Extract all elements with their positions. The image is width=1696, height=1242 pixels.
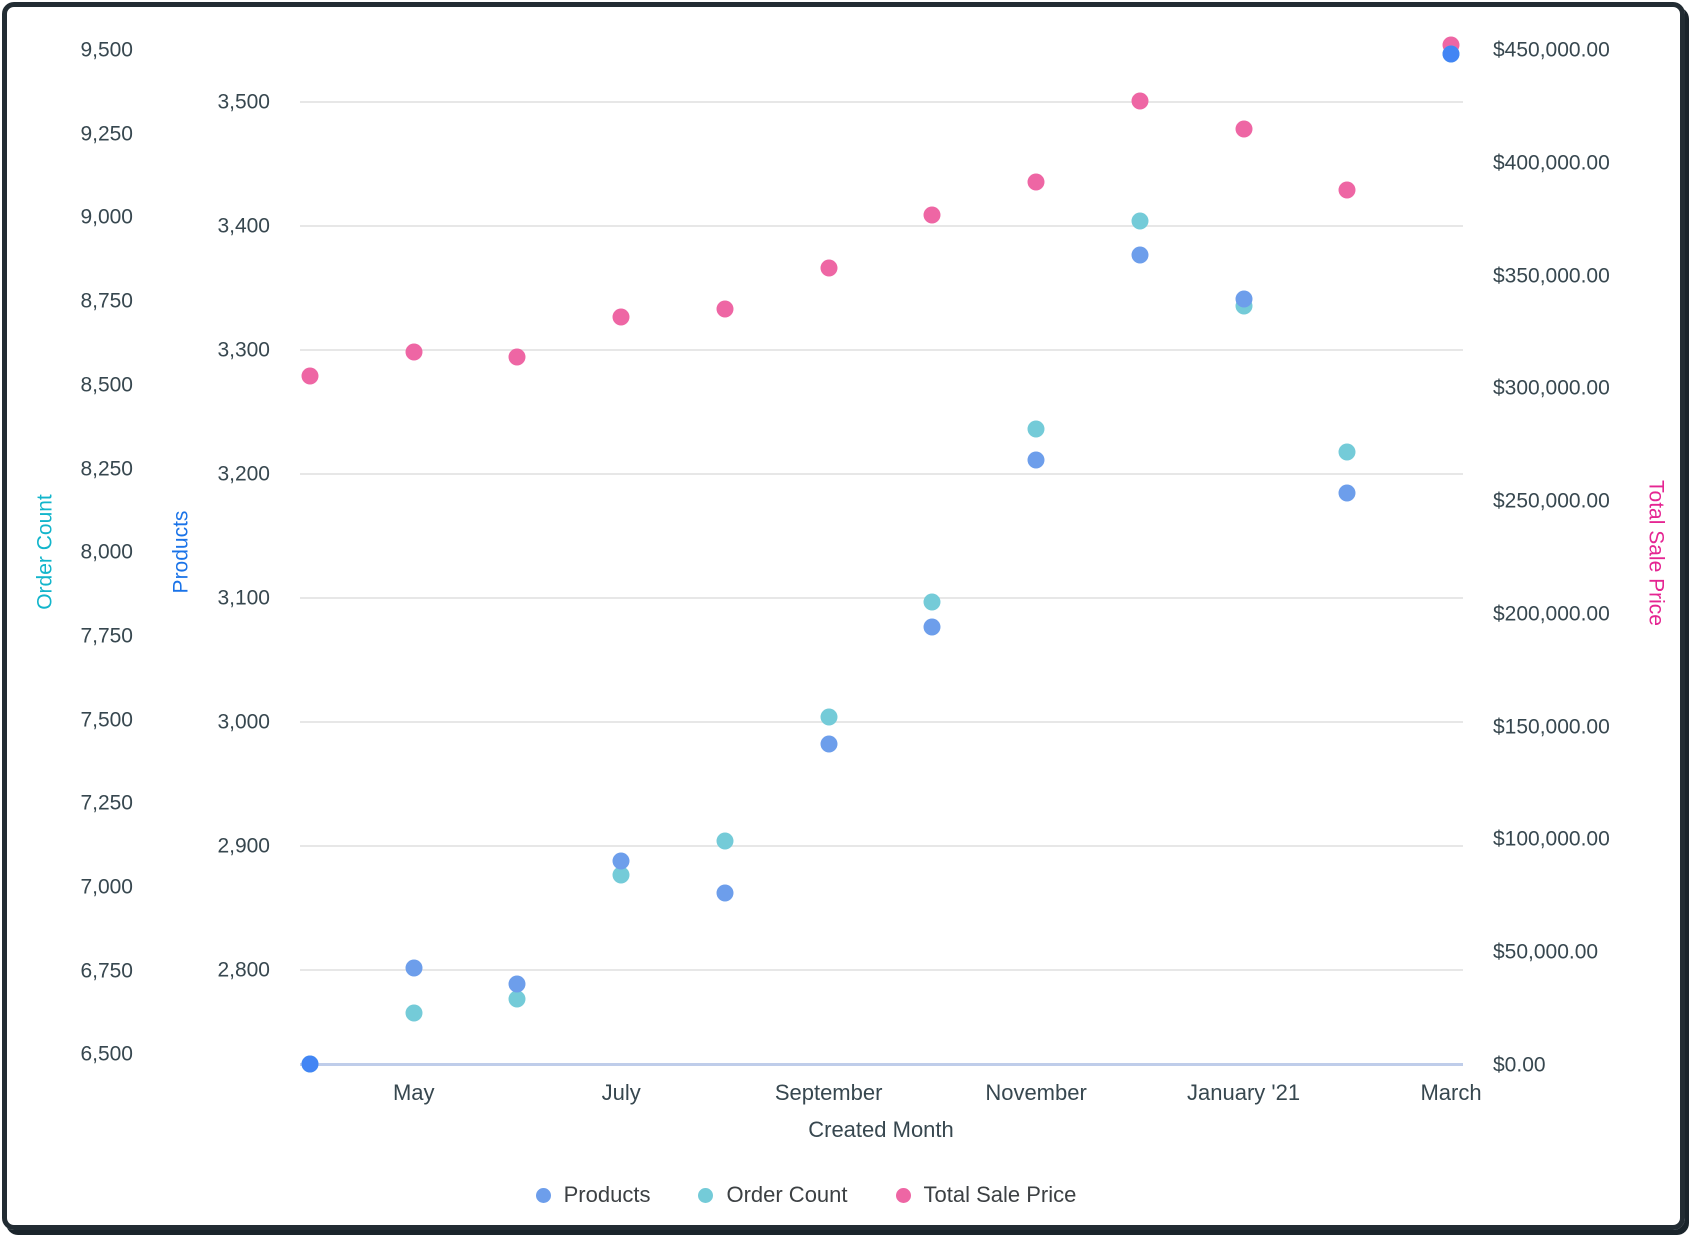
data-point-products[interactable] [1338, 484, 1356, 502]
products-tick-label: 3,100 [217, 586, 270, 610]
data-point-order-count[interactable] [508, 990, 526, 1008]
legend-item-order-count[interactable]: Order Count [698, 1182, 848, 1207]
products-tick-label: 3,500 [217, 90, 270, 114]
legend-item-label: Total Sale Price [923, 1182, 1077, 1207]
products-tick-label: 3,200 [217, 462, 270, 486]
order-count-tick-label: 7,250 [80, 791, 133, 815]
order-count-tick-label: 7,500 [80, 708, 133, 732]
order-count-tick-label: 9,000 [80, 205, 133, 229]
gridline [300, 969, 1463, 971]
order-count-tick-label: 8,250 [80, 457, 133, 480]
price-tick-label: $200,000.00 [1493, 602, 1610, 626]
month-tick-label: May [392, 1080, 435, 1105]
data-point-products[interactable] [820, 735, 838, 753]
data-point-total-sale-price[interactable] [923, 206, 941, 224]
data-point-products[interactable] [405, 959, 423, 977]
data-point-products[interactable] [1131, 246, 1149, 264]
price-tick-label: $450,000.00 [1493, 38, 1610, 62]
products-tick-label: 3,400 [217, 214, 270, 238]
gridline [300, 349, 1463, 351]
data-point-total-sale-price[interactable] [1131, 92, 1149, 110]
data-point-order-count[interactable] [923, 593, 941, 611]
order-count-tick-label: 6,750 [80, 959, 133, 983]
price-tick-label: $100,000.00 [1493, 827, 1610, 851]
legend-dot-icon [698, 1187, 714, 1203]
data-point-order-count[interactable] [1027, 420, 1045, 438]
month-tick-label: November [985, 1080, 1087, 1105]
products-tick-label: 2,800 [217, 958, 270, 982]
x-axis-title: Created Month [808, 1117, 954, 1142]
data-point-products[interactable] [1235, 290, 1253, 308]
data-point-products[interactable] [923, 618, 941, 636]
products-tick-label: 2,900 [217, 834, 270, 858]
order-count-tick-label: 9,250 [80, 122, 133, 146]
legend-item-label: Products [563, 1182, 651, 1207]
data-point-order-count[interactable] [820, 708, 838, 726]
price-tick-label: $250,000.00 [1493, 489, 1610, 513]
legend-dot-icon [895, 1187, 911, 1203]
data-point-total-sale-price[interactable] [405, 343, 423, 361]
legend-dot-icon [535, 1187, 551, 1203]
data-point-total-sale-price[interactable] [716, 300, 734, 318]
data-point-total-sale-price[interactable] [301, 367, 319, 385]
data-point-products[interactable] [612, 852, 630, 870]
month-tick-label: September [774, 1080, 883, 1105]
data-point-products[interactable] [508, 975, 526, 993]
legend-item-label: Order Count [726, 1182, 848, 1207]
products-tick-label: 3,300 [217, 338, 270, 362]
order-count-tick-label: 8,500 [80, 373, 133, 397]
order-count-tick-label: 7,000 [80, 875, 133, 899]
data-point-products[interactable] [716, 884, 734, 902]
gridline [300, 101, 1463, 103]
products-tick-label: 3,000 [217, 710, 270, 734]
products-axis-title: Products [169, 510, 193, 594]
data-point-total-sale-price[interactable] [1235, 120, 1253, 138]
data-point-products[interactable] [301, 1055, 319, 1073]
data-point-total-sale-price[interactable] [1338, 181, 1356, 199]
data-point-order-count[interactable] [1131, 212, 1149, 230]
order-count-tick-label: 6,500 [80, 1042, 133, 1066]
data-point-order-count[interactable] [612, 866, 630, 884]
price-tick-label: $400,000.00 [1493, 151, 1610, 175]
price-tick-label: $0.00 [1493, 1053, 1546, 1077]
legend-item-products[interactable]: Products [535, 1182, 651, 1207]
data-point-total-sale-price[interactable] [1027, 173, 1045, 191]
order-count-tick-label: 9,500 [80, 38, 133, 62]
month-tick-label: March [1420, 1080, 1482, 1105]
gridline [300, 225, 1463, 227]
gridline [300, 721, 1463, 723]
month-tick-label: July [601, 1080, 641, 1105]
order-count-tick-label: 8,000 [80, 540, 133, 564]
data-point-products[interactable] [1027, 451, 1045, 469]
price-tick-label: $150,000.00 [1493, 715, 1610, 739]
legend: Products Order Count Total Sale Price [0, 1184, 1654, 1206]
data-point-order-count[interactable] [716, 832, 734, 850]
price-tick-label: $50,000.00 [1493, 940, 1599, 964]
gridline [300, 597, 1463, 599]
month-tick-label: January '21 [1187, 1080, 1301, 1105]
order-count-tick-label: 8,750 [80, 289, 133, 313]
data-point-total-sale-price[interactable] [820, 259, 838, 277]
data-point-total-sale-price[interactable] [508, 348, 526, 366]
legend-item-total-sale-price[interactable]: Total Sale Price [895, 1182, 1077, 1207]
data-point-order-count[interactable] [1338, 443, 1356, 461]
gridline [300, 845, 1463, 847]
data-point-order-count[interactable] [405, 1004, 423, 1022]
data-point-total-sale-price[interactable] [612, 308, 630, 326]
price-tick-label: $300,000.00 [1493, 376, 1610, 400]
gridline [300, 473, 1463, 475]
price-tick-label: $350,000.00 [1493, 264, 1610, 288]
x-axis-line [300, 1063, 1463, 1066]
data-point-products[interactable] [1442, 45, 1460, 63]
order-count-tick-label: 7,750 [80, 624, 133, 648]
